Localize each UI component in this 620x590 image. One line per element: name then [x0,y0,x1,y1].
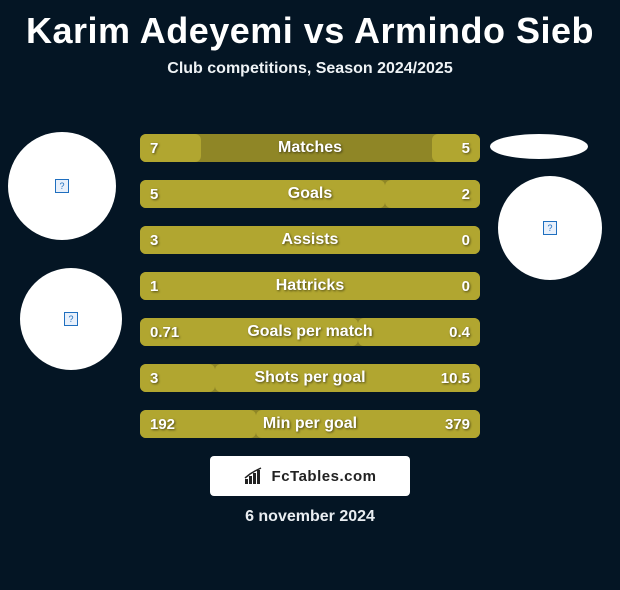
brand-badge[interactable]: FcTables.com [210,456,410,496]
stats-panel: 75Matches52Goals30Assists10Hattricks0.71… [140,134,480,456]
stat-row: 192379Min per goal [140,410,480,438]
stat-value-right: 379 [435,410,480,438]
stat-row: 52Goals [140,180,480,208]
stat-value-right: 0.4 [439,318,480,346]
stat-row: 75Matches [140,134,480,162]
stat-value-left: 3 [140,226,168,254]
stat-value-left: 192 [140,410,185,438]
decorative-ellipse [490,134,588,159]
page-title: Karim Adeyemi vs Armindo Sieb [0,10,620,52]
stat-value-right: 0 [452,272,480,300]
stat-value-right: 5 [452,134,480,162]
avatar: ? [498,176,602,280]
image-placeholder-icon: ? [64,312,78,326]
stat-value-right: 2 [452,180,480,208]
image-placeholder-icon: ? [55,179,69,193]
stat-value-left: 7 [140,134,168,162]
stat-value-left: 3 [140,364,168,392]
stat-value-left: 1 [140,272,168,300]
avatar: ? [8,132,116,240]
avatar: ? [20,268,122,370]
page-subtitle: Club competitions, Season 2024/2025 [0,60,620,78]
stat-bar-left-fill [140,226,480,254]
stat-value-right: 10.5 [431,364,480,392]
stat-row: 30Assists [140,226,480,254]
stat-value-left: 5 [140,180,168,208]
stat-bar-left-fill [140,180,385,208]
stat-value-left: 0.71 [140,318,189,346]
image-placeholder-icon: ? [543,221,557,235]
stat-row: 0.710.4Goals per match [140,318,480,346]
stat-row: 10Hattricks [140,272,480,300]
stat-row: 310.5Shots per goal [140,364,480,392]
stat-value-right: 0 [452,226,480,254]
stat-bar-left-fill [140,272,480,300]
brand-text: FcTables.com [272,468,377,485]
chart-icon [244,467,266,485]
date-label: 6 november 2024 [0,508,620,526]
